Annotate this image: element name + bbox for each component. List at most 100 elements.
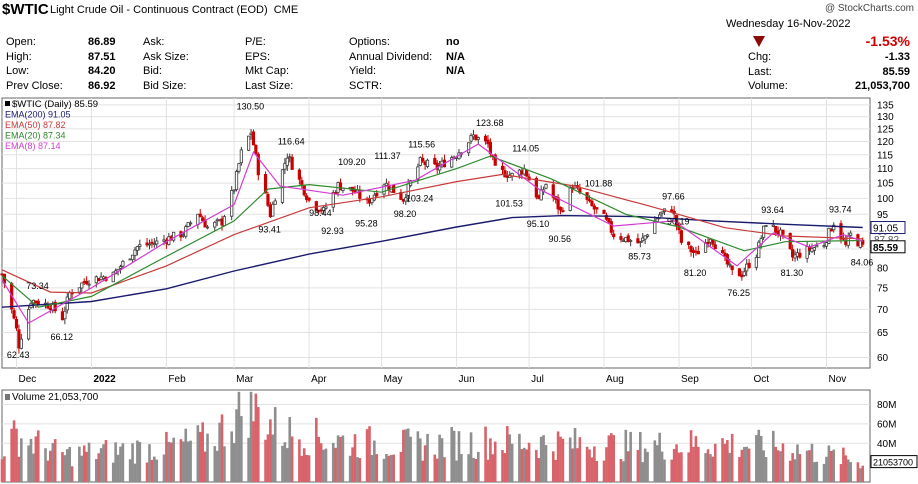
volume-bar	[607, 435, 611, 482]
candle-body	[205, 226, 210, 229]
candle-body	[500, 165, 505, 170]
candle-body	[525, 169, 529, 177]
volume-bar	[443, 457, 446, 482]
legend-candle-icon	[5, 101, 10, 106]
price-annotation: 95.28	[355, 218, 378, 228]
volume-bar	[322, 449, 325, 482]
volume-bar	[29, 438, 33, 482]
candle-body	[307, 197, 311, 201]
volume-bar	[709, 454, 712, 482]
volume-bar	[218, 422, 221, 482]
volume-bar	[271, 434, 275, 482]
volume-bar	[266, 434, 270, 482]
candle-body	[133, 249, 137, 256]
volume-bar	[810, 443, 814, 482]
volume-bar	[573, 427, 577, 482]
candle-body	[19, 338, 23, 349]
volume-bar	[672, 448, 676, 482]
volume-bar	[404, 429, 408, 482]
candle-body	[273, 200, 277, 205]
y-tick-label: 115	[877, 150, 893, 161]
ema8-line	[1, 143, 863, 324]
volume-bar	[36, 430, 40, 482]
volume-bar	[636, 449, 640, 482]
volume-bar	[585, 446, 589, 482]
price-chart[interactable]: 6065707580859095100105110115120125130135…	[0, 96, 918, 388]
candle-body	[568, 186, 572, 211]
candle-body	[121, 260, 125, 267]
candle-body	[742, 271, 746, 276]
volume-bar	[771, 430, 775, 482]
volume-bar	[409, 436, 412, 482]
candle-body	[135, 246, 139, 251]
candle-body	[791, 249, 795, 258]
candle-body	[771, 224, 775, 227]
volume-bar	[508, 434, 512, 482]
volume-bar	[32, 453, 35, 482]
volume-bar	[150, 459, 154, 482]
volume-bar	[711, 456, 715, 482]
volume-bar	[15, 428, 18, 482]
volume-bar	[78, 446, 81, 482]
candle-body	[155, 240, 159, 245]
candle-body	[201, 217, 205, 222]
x-tick-label: Jul	[531, 374, 544, 385]
candle-body	[788, 232, 792, 250]
volume-bar	[815, 461, 819, 482]
quote-label: Yield:	[349, 65, 377, 77]
volume-bar	[846, 459, 850, 482]
volume-bar	[452, 430, 456, 482]
quote-label: EPS:	[245, 50, 271, 63]
volume-bar	[619, 458, 623, 482]
volume-bar	[588, 449, 591, 482]
volume-bar	[283, 442, 287, 482]
candle-body	[638, 241, 642, 243]
candle-body	[655, 218, 659, 222]
volume-bar	[798, 454, 802, 482]
candle-body	[469, 135, 473, 142]
stockcharts-brand[interactable]: @ StockCharts.com	[824, 3, 914, 14]
price-annotation: 93.74	[829, 204, 852, 214]
volume-bar	[385, 453, 388, 482]
volume-bar	[626, 451, 630, 482]
volume-bar	[643, 448, 647, 482]
candle-body	[740, 274, 744, 278]
price-annotation: 84.06	[851, 257, 874, 267]
candle-body	[619, 236, 623, 240]
price-annotation: 123.68	[476, 118, 504, 128]
volume-bar	[825, 456, 828, 482]
x-tick-label: Dec	[19, 374, 37, 385]
quote-value: 85.59	[882, 65, 910, 78]
price-annotation: 76.25	[727, 288, 750, 298]
volume-bar	[240, 416, 243, 482]
volume-bar	[622, 461, 625, 482]
volume-bar	[822, 463, 826, 482]
volume-bar	[578, 437, 582, 482]
price-annotation: 81.20	[684, 268, 707, 278]
quote-label: Annual Dividend:	[349, 50, 433, 63]
volume-bar	[34, 436, 38, 482]
quote-label: Chg:	[748, 51, 772, 63]
candle-body	[486, 139, 490, 145]
volume-bar	[687, 452, 690, 482]
volume-bar	[842, 447, 845, 482]
volume-bar	[755, 435, 758, 482]
price-annotation: 92.93	[321, 226, 344, 236]
volume-bar	[145, 462, 149, 482]
candle-body	[764, 225, 768, 227]
price-annotation: 111.37	[374, 151, 400, 161]
volume-bar	[692, 446, 695, 482]
candle-body	[679, 230, 684, 243]
candle-body	[375, 193, 379, 197]
y-tick-label: 100	[877, 194, 894, 205]
candle-body	[503, 170, 507, 178]
quote-value: -1.33	[884, 51, 910, 63]
percent-change: -1.53%	[865, 33, 910, 49]
volume-bar	[247, 437, 250, 482]
volume-chart[interactable]: 80M 60M 40M Volume 21,053,700 21053700	[0, 388, 918, 484]
price-tag: 91.05	[873, 224, 898, 235]
volume-bar	[689, 430, 693, 482]
candle-body	[314, 201, 318, 211]
candle-body	[609, 221, 613, 233]
candle-body	[147, 243, 152, 246]
